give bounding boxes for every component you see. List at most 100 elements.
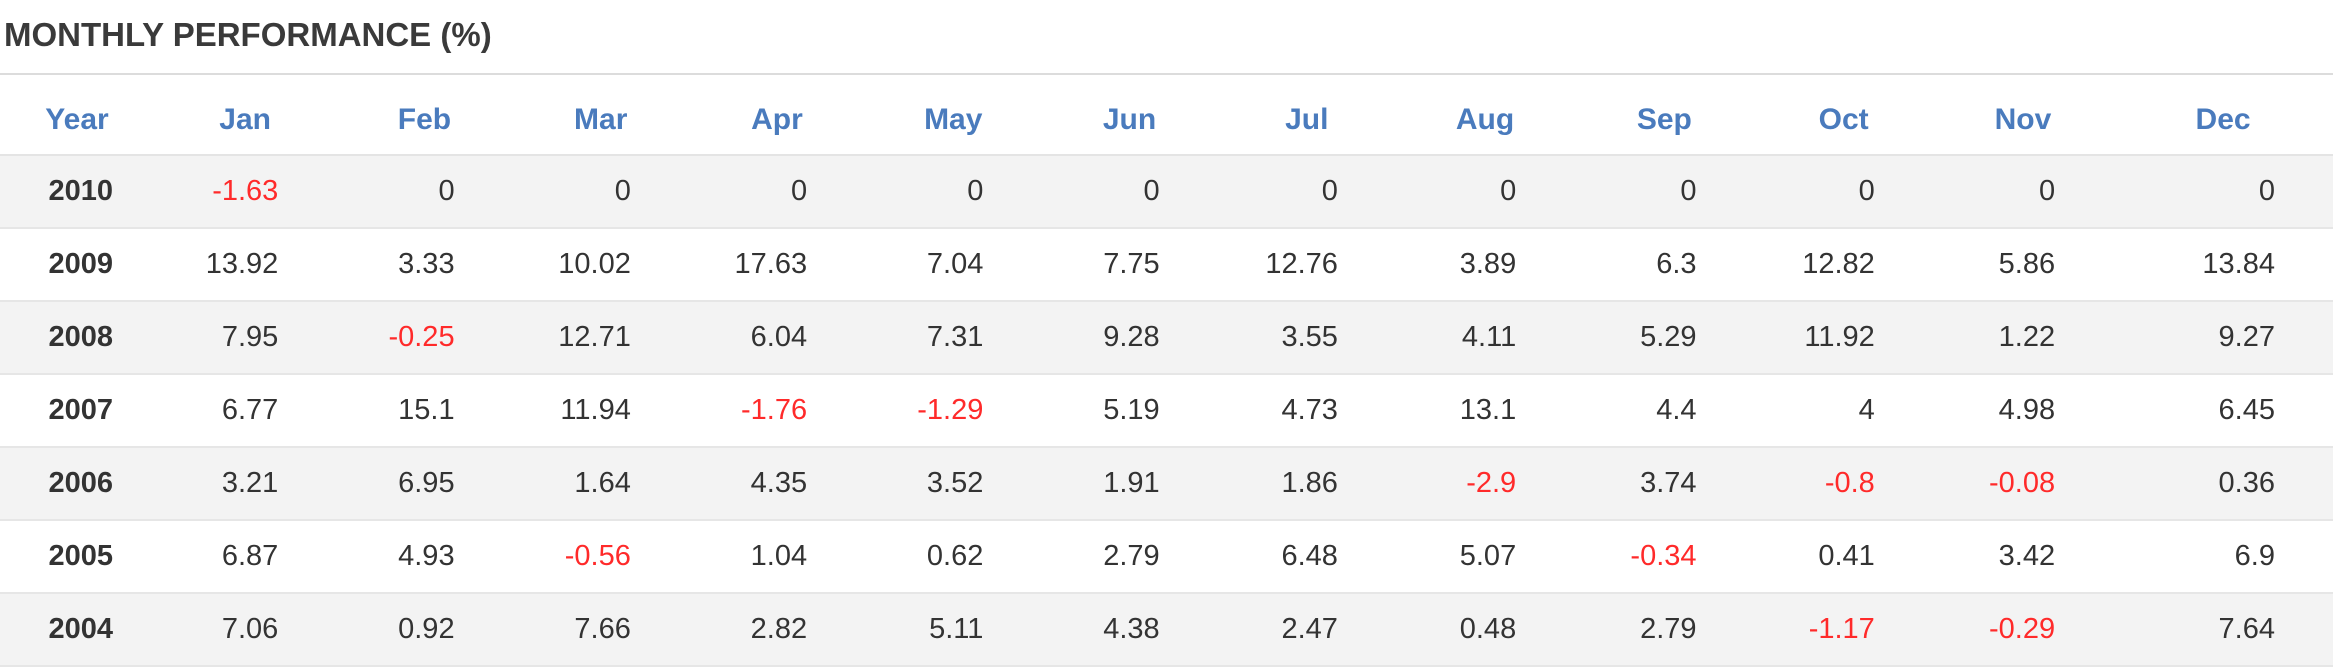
value-cell-feb: 3.33 [336, 228, 513, 302]
column-header-mar[interactable]: Mar [512, 85, 689, 156]
value-cell-sep: -0.34 [1574, 520, 1755, 594]
value-cell-aug: -2.9 [1395, 447, 1575, 521]
value-cell-apr: 6.04 [688, 301, 866, 375]
column-header-feb[interactable]: Feb [336, 85, 513, 156]
column-header-sep[interactable]: Sep [1574, 85, 1755, 156]
value-cell-sep: 0 [1574, 155, 1755, 229]
table-row: 2005 6.87 4.93 -0.56 1.04 0.62 2.79 6.48 5.07 -0.… [0, 520, 2333, 594]
year-cell: 2008 [0, 301, 154, 375]
value-cell-nov: 5.86 [1932, 228, 2114, 302]
value-cell-jun: 9.28 [1041, 301, 1218, 375]
value-cell-mar: -0.56 [512, 520, 689, 594]
page-title: MONTHLY PERFORMANCE (%) [4, 16, 492, 53]
value-cell-aug: 13.1 [1395, 374, 1575, 448]
value-cell-apr: -1.76 [688, 374, 866, 448]
value-cell-aug: 0 [1395, 155, 1575, 229]
column-header-aug[interactable]: Aug [1395, 85, 1575, 156]
table-row: 2004 7.06 0.92 7.66 2.82 5.11 4.38 2.47 0.48 2.79… [0, 593, 2333, 667]
value-cell-aug: 3.89 [1395, 228, 1575, 302]
value-cell-nov: 4.98 [1932, 374, 2114, 448]
value-cell-mar: 1.64 [512, 447, 689, 521]
value-cell-jul: 3.55 [1217, 301, 1396, 375]
value-cell-may: -1.29 [865, 374, 1042, 448]
value-cell-sep: 6.3 [1574, 228, 1755, 302]
value-cell-oct: 12.82 [1754, 228, 1933, 302]
value-cell-jun: 4.38 [1041, 593, 1218, 667]
year-cell: 2007 [0, 374, 154, 448]
table-row: 2007 6.77 15.1 11.94 -1.76 -1.29 5.19 4.73 13.1 4… [0, 374, 2333, 448]
column-header-nov[interactable]: Nov [1932, 85, 2114, 156]
table-row: 2009 13.92 3.33 10.02 17.63 7.04 7.75 12.76 3.89… [0, 228, 2333, 302]
value-cell-feb: 0.92 [336, 593, 513, 667]
value-cell-jun: 2.79 [1041, 520, 1218, 594]
year-cell: 2009 [0, 228, 154, 302]
value-cell-oct: -0.8 [1754, 447, 1933, 521]
value-cell-aug: 5.07 [1395, 520, 1575, 594]
year-cell: 2010 [0, 155, 154, 229]
value-cell-dec: 6.45 [2113, 374, 2333, 448]
value-cell-jul: 6.48 [1217, 520, 1396, 594]
value-cell-mar: 0 [512, 155, 689, 229]
value-cell-apr: 0 [688, 155, 866, 229]
value-cell-aug: 0.48 [1395, 593, 1575, 667]
monthly-performance-table: Year Jan Feb Mar Apr May Jun Jul Aug Sep… [0, 85, 2333, 667]
year-cell: 2004 [0, 593, 154, 667]
value-cell-sep: 4.4 [1574, 374, 1755, 448]
value-cell-jan: -1.63 [153, 155, 337, 229]
value-cell-jan: 7.95 [153, 301, 337, 375]
value-cell-feb: 15.1 [336, 374, 513, 448]
column-header-jul[interactable]: Jul [1217, 85, 1396, 156]
value-cell-jul: 0 [1217, 155, 1396, 229]
value-cell-jun: 7.75 [1041, 228, 1218, 302]
value-cell-oct: 4 [1754, 374, 1933, 448]
value-cell-may: 3.52 [865, 447, 1042, 521]
value-cell-jan: 3.21 [153, 447, 337, 521]
value-cell-may: 0.62 [865, 520, 1042, 594]
value-cell-may: 0 [865, 155, 1042, 229]
value-cell-feb: -0.25 [336, 301, 513, 375]
table-row: 2010 -1.63 0 0 0 0 0 0 0 0 0 0 0 [0, 155, 2333, 229]
title-divider [0, 73, 2333, 75]
value-cell-sep: 3.74 [1574, 447, 1755, 521]
value-cell-may: 5.11 [865, 593, 1042, 667]
value-cell-dec: 13.84 [2113, 228, 2333, 302]
value-cell-mar: 11.94 [512, 374, 689, 448]
value-cell-may: 7.04 [865, 228, 1042, 302]
table-row: 2006 3.21 6.95 1.64 4.35 3.52 1.91 1.86 -2.9 3.74… [0, 447, 2333, 521]
column-header-year[interactable]: Year [0, 85, 154, 156]
column-header-jan[interactable]: Jan [153, 85, 337, 156]
value-cell-apr: 2.82 [688, 593, 866, 667]
value-cell-feb: 4.93 [336, 520, 513, 594]
value-cell-mar: 10.02 [512, 228, 689, 302]
value-cell-dec: 0.36 [2113, 447, 2333, 521]
value-cell-jun: 5.19 [1041, 374, 1218, 448]
value-cell-feb: 6.95 [336, 447, 513, 521]
value-cell-nov: -0.08 [1932, 447, 2114, 521]
value-cell-nov: -0.29 [1932, 593, 2114, 667]
year-cell: 2006 [0, 447, 154, 521]
value-cell-oct: 0 [1754, 155, 1933, 229]
value-cell-apr: 1.04 [688, 520, 866, 594]
value-cell-jun: 1.91 [1041, 447, 1218, 521]
value-cell-dec: 6.9 [2113, 520, 2333, 594]
value-cell-jan: 6.77 [153, 374, 337, 448]
value-cell-jan: 13.92 [153, 228, 337, 302]
value-cell-nov: 3.42 [1932, 520, 2114, 594]
table-header-row: Year Jan Feb Mar Apr May Jun Jul Aug Sep… [0, 85, 2333, 156]
value-cell-oct: 11.92 [1754, 301, 1933, 375]
column-header-dec[interactable]: Dec [2113, 85, 2333, 156]
column-header-oct[interactable]: Oct [1754, 85, 1933, 156]
column-header-apr[interactable]: Apr [688, 85, 866, 156]
column-header-may[interactable]: May [865, 85, 1042, 156]
column-header-jun[interactable]: Jun [1041, 85, 1218, 156]
value-cell-may: 7.31 [865, 301, 1042, 375]
value-cell-jul: 2.47 [1217, 593, 1396, 667]
value-cell-jul: 1.86 [1217, 447, 1396, 521]
value-cell-feb: 0 [336, 155, 513, 229]
value-cell-sep: 5.29 [1574, 301, 1755, 375]
value-cell-oct: -1.17 [1754, 593, 1933, 667]
table-row: 2008 7.95 -0.25 12.71 6.04 7.31 9.28 3.55 4.11 5.… [0, 301, 2333, 375]
value-cell-oct: 0.41 [1754, 520, 1933, 594]
value-cell-jul: 4.73 [1217, 374, 1396, 448]
value-cell-sep: 2.79 [1574, 593, 1755, 667]
